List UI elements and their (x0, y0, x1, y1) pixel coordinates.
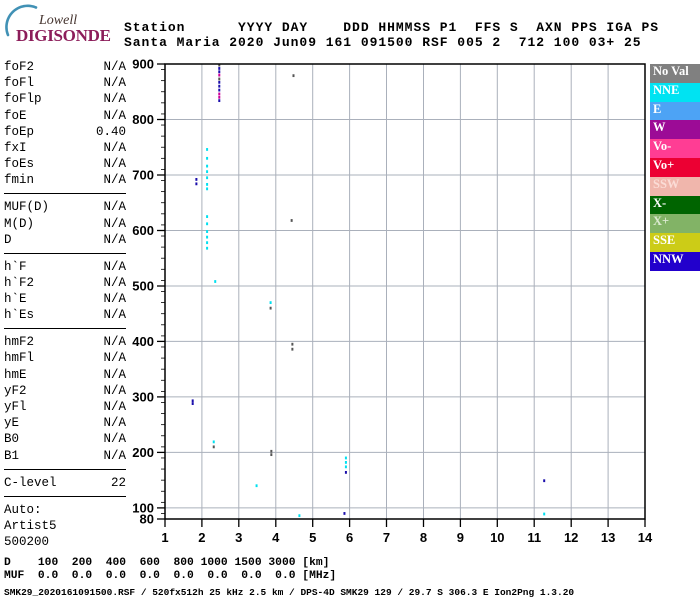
svg-text:9: 9 (457, 530, 464, 545)
svg-text:7: 7 (383, 530, 390, 545)
svg-text:200: 200 (132, 445, 154, 460)
svg-text:500: 500 (132, 279, 154, 294)
svg-text:4: 4 (272, 530, 280, 545)
svg-text:12: 12 (564, 530, 578, 545)
svg-text:13: 13 (601, 530, 615, 545)
svg-text:300: 300 (132, 389, 154, 404)
svg-text:2: 2 (198, 530, 205, 545)
svg-text:900: 900 (132, 57, 154, 72)
svg-text:11: 11 (527, 530, 541, 545)
svg-text:8: 8 (420, 530, 427, 545)
svg-text:6: 6 (346, 530, 353, 545)
svg-text:800: 800 (132, 112, 154, 127)
svg-text:600: 600 (132, 223, 154, 238)
svg-text:80: 80 (140, 512, 154, 527)
svg-text:1: 1 (161, 530, 168, 545)
svg-text:5: 5 (309, 530, 316, 545)
svg-text:10: 10 (490, 530, 504, 545)
svg-text:3: 3 (235, 530, 242, 545)
svg-text:14: 14 (638, 530, 653, 545)
svg-text:700: 700 (132, 168, 154, 183)
svg-text:400: 400 (132, 334, 154, 349)
